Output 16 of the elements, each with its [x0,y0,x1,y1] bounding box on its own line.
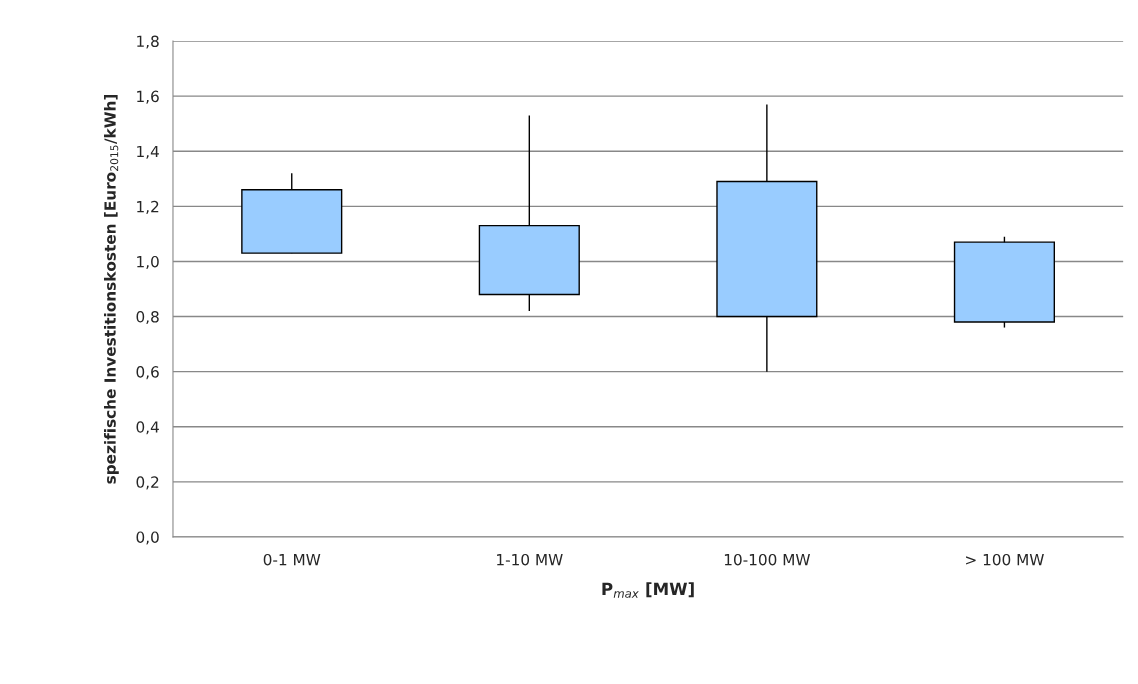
y-tick-label: 1,2 [137,200,159,214]
y-tick-label: 0,8 [136,311,159,325]
y-tick-label: 0,6 [136,366,159,380]
y-tick-label: 0,2 [136,476,159,490]
x-tick-label: 1-10 MW [497,553,563,566]
y-tick-label: 0,0 [136,531,159,545]
y-tick-label: 1,4 [137,145,159,159]
x-tick-label: 0-1 MW [263,553,321,566]
y-tick-label: 0,4 [136,421,159,435]
x-tick-label: > 100 MW [966,553,1044,566]
x-axis-title: P$_{max}$ [MW] [602,582,694,598]
y-axis-title: spezifische Investitionskosten [Euro$_{2015}$/kWh] [104,94,119,484]
y-tick-label: 1,0 [137,255,159,270]
x-tick-label: 10-100 MW [724,553,810,566]
y-tick-label: 1,8 [137,35,159,49]
y-tick-label: 1,6 [137,90,159,104]
